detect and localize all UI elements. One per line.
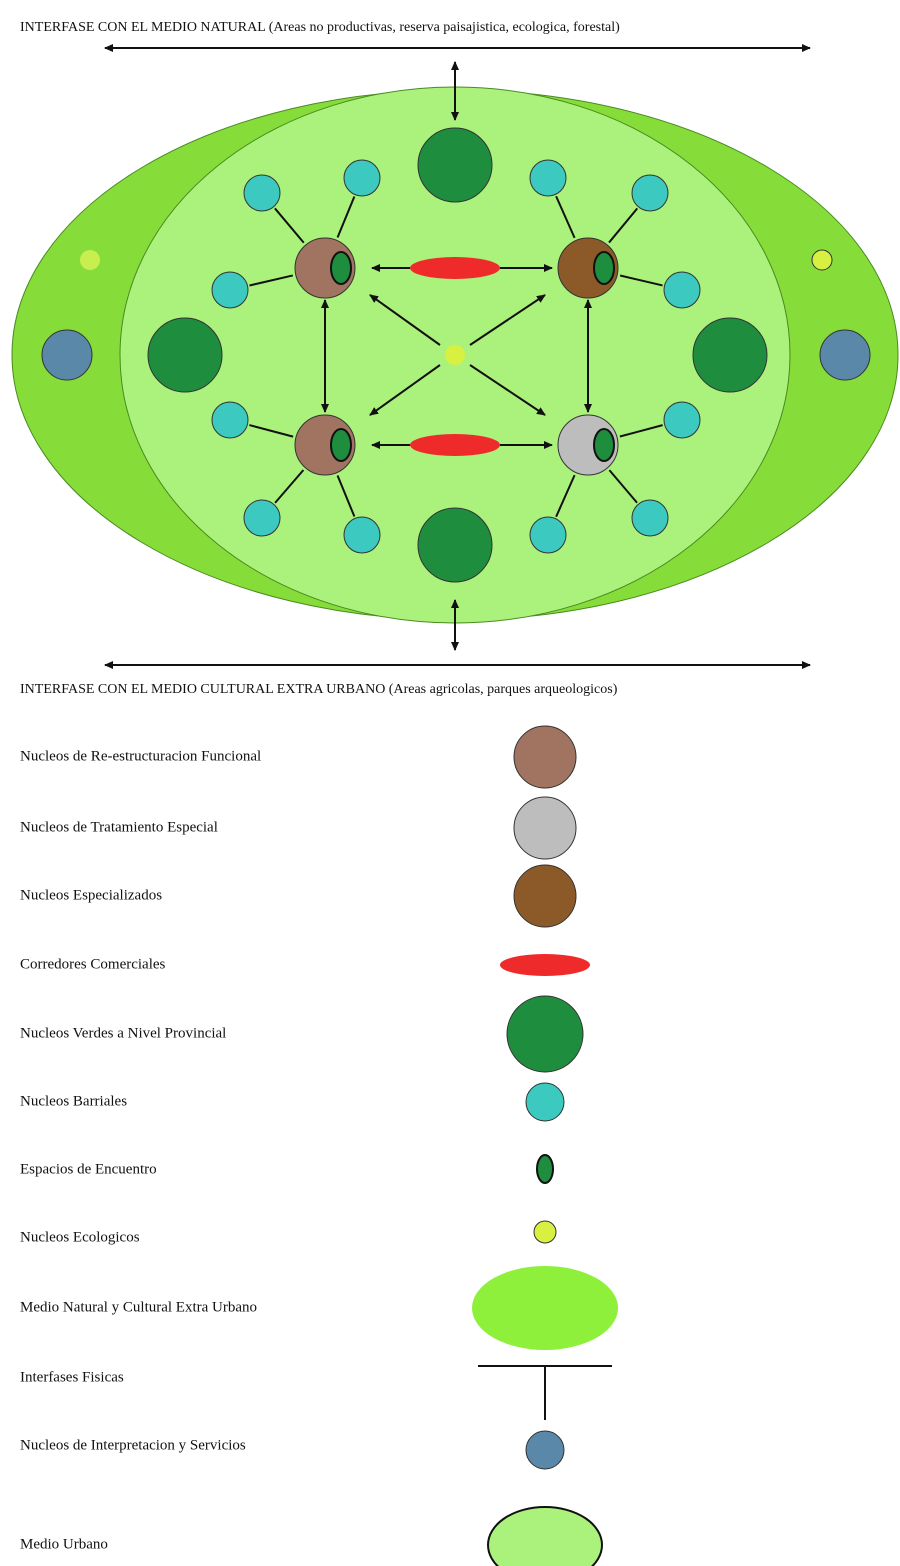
service-core (41, 329, 93, 381)
barrial-core (631, 499, 669, 537)
meeting-space (593, 251, 615, 285)
eco-core (811, 249, 833, 271)
barrial-core (663, 271, 701, 309)
corridor (410, 434, 500, 456)
legend-label: Nucleos Barriales (20, 1093, 127, 1109)
legend-symbol (500, 954, 590, 976)
barrial-core (529, 516, 567, 554)
legend-label: Nucleos Ecologicos (20, 1229, 140, 1245)
meeting-space (330, 428, 352, 462)
barrial-core (243, 174, 281, 212)
green-core (692, 317, 768, 393)
legend-symbol (513, 864, 577, 928)
link (369, 364, 441, 416)
legend-label: Nucleos de Interpretacion y Servicios (20, 1437, 246, 1453)
eco-core (80, 250, 100, 270)
link (469, 364, 546, 416)
legend-symbol (533, 1220, 557, 1244)
barrial-core (211, 401, 249, 439)
barrial-core (343, 516, 381, 554)
green-core (417, 127, 493, 203)
legend-label: Nucleos Especializados (20, 887, 162, 903)
bottom-label: INTERFASE CON EL MEDIO CULTURAL EXTRA UR… (20, 682, 618, 697)
legend-label: Medio Natural y Cultural Extra Urbano (20, 1299, 257, 1315)
legend-symbol (513, 796, 577, 860)
barrial-core (663, 401, 701, 439)
legend-symbol (525, 1082, 565, 1122)
link (336, 196, 356, 238)
link (336, 475, 356, 517)
legend-label: Nucleos de Re-estructuracion Funcional (20, 748, 261, 764)
barrial-core (529, 159, 567, 197)
legend-symbol (536, 1154, 554, 1184)
network (41, 127, 871, 583)
barrial-core (211, 271, 249, 309)
link (608, 469, 638, 504)
legend-symbol (487, 1506, 603, 1566)
legend-symbol (525, 1430, 565, 1470)
link (608, 207, 639, 244)
legend: Nucleos de Re-estructuracion Funcional Nu… (20, 725, 618, 1566)
legend-symbol (513, 725, 577, 789)
service-core (819, 329, 871, 381)
link (469, 294, 546, 346)
legend-label: Nucleos de Tratamiento Especial (20, 819, 218, 835)
barrial-core (243, 499, 281, 537)
link (555, 195, 576, 239)
link (249, 274, 294, 287)
meeting-space (330, 251, 352, 285)
green-core (417, 507, 493, 583)
barrial-core (631, 174, 669, 212)
top-label: INTERFASE CON EL MEDIO NATURAL (Areas no… (20, 20, 620, 35)
link (619, 424, 663, 438)
link (274, 207, 305, 244)
link (555, 474, 576, 518)
legend-label: Medio Urbano (20, 1536, 108, 1552)
green-core (147, 317, 223, 393)
legend-symbol (506, 995, 584, 1073)
barrial-core (343, 159, 381, 197)
legend-label: Nucleos Verdes a Nivel Provincial (20, 1025, 226, 1041)
link (274, 469, 305, 504)
legend-label: Interfases Fisicas (20, 1369, 124, 1385)
link (619, 274, 663, 287)
legend-symbol (472, 1266, 618, 1350)
link (369, 294, 441, 346)
legend-label: Espacios de Encuentro (20, 1161, 157, 1177)
meeting-space (593, 428, 615, 462)
corridor (410, 257, 500, 279)
legend-label: Corredores Comerciales (20, 956, 166, 972)
link (249, 424, 294, 438)
eco-core (445, 345, 465, 365)
